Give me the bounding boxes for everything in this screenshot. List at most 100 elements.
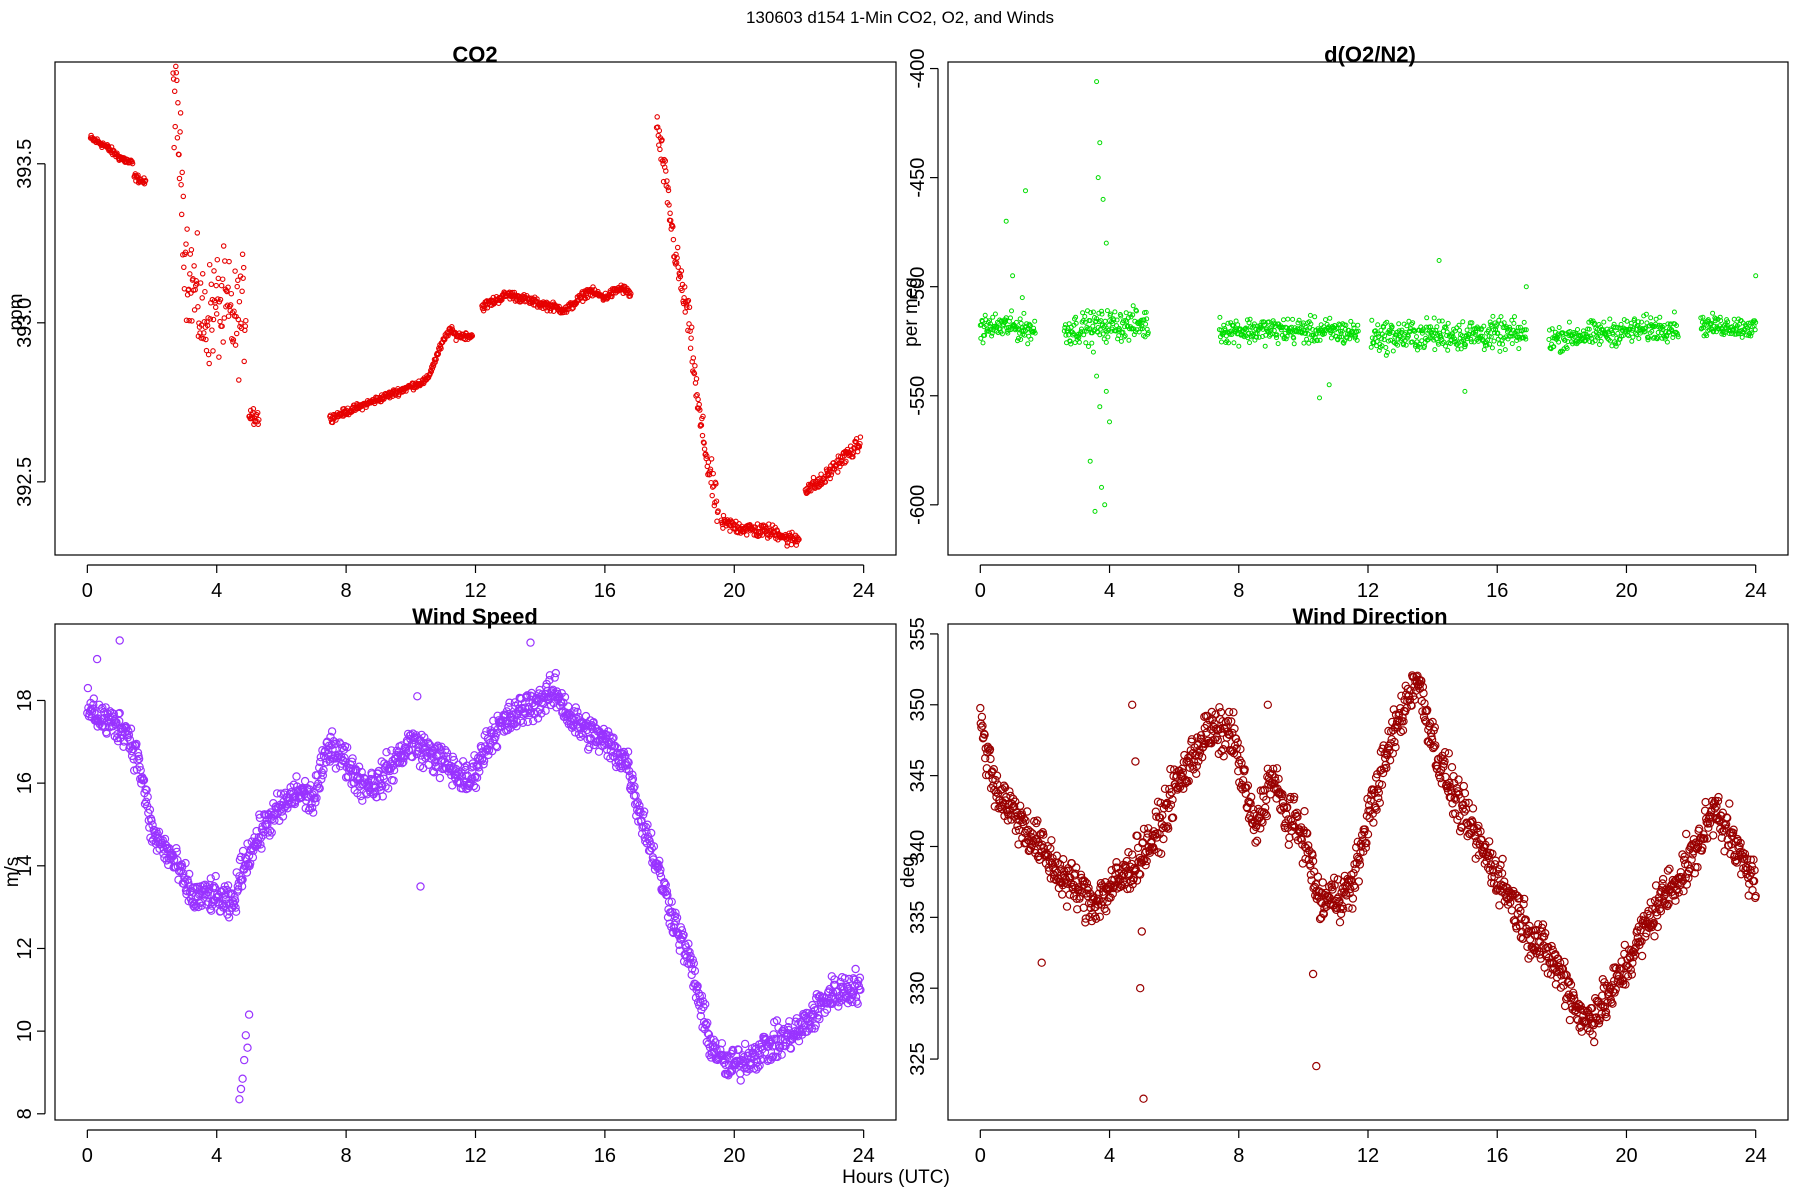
o2n2-data-point (1509, 341, 1515, 347)
o2n2-data-point (1460, 319, 1466, 325)
o2n2-data-point (1005, 330, 1011, 336)
wind-direction-data-point (1231, 734, 1241, 744)
o2n2-data-point (1317, 395, 1322, 401)
wind-direction-data-point (1019, 814, 1029, 824)
o2n2-data-point (1073, 314, 1079, 320)
wind-speed-data-point (662, 887, 672, 896)
o2n2-data-point (1410, 320, 1416, 326)
co2-data-point (713, 498, 720, 504)
wind-speed-data-point (267, 828, 276, 837)
co2-data-point (235, 316, 242, 323)
o2n2-data-point (1094, 79, 1100, 85)
o2n2-data-point (1635, 319, 1641, 325)
o2n2-data-point (1099, 308, 1104, 314)
o2n2-data-point (1725, 319, 1731, 325)
co2-points (87, 63, 864, 549)
wind-direction-x-tick-label: 24 (1745, 1145, 1767, 1167)
wind-speed-data-point (703, 1018, 712, 1028)
o2n2-data-point (1094, 316, 1100, 322)
o2n2-data-point (1605, 335, 1611, 341)
o2n2-data-point (1099, 484, 1104, 490)
wind-direction-data-point (1369, 818, 1378, 827)
co2-data-point (173, 63, 179, 70)
wind-speed-data-point (92, 654, 102, 664)
wind-direction-data-point (1168, 813, 1178, 822)
o2n2-data-point (1118, 338, 1124, 344)
wind-direction-data-point (1347, 870, 1356, 880)
wind-speed-data-point (319, 765, 328, 775)
co2-data-point (201, 330, 207, 336)
co2-data-point (175, 100, 181, 106)
o2n2-data-point (1613, 343, 1619, 349)
wind-direction-data-point (1013, 821, 1022, 831)
o2n2-data-point (1143, 321, 1149, 327)
wind-speed-data-point (97, 705, 106, 714)
wind-speed-data-point (798, 1025, 807, 1034)
co2-data-point (677, 273, 684, 280)
wind-direction-data-point (1560, 957, 1569, 967)
wind-speed-data-point (491, 741, 501, 751)
wind-direction-data-point (1160, 784, 1170, 794)
wind-speed-data-point (257, 844, 266, 853)
wind-speed-data-point (512, 722, 521, 731)
wind-direction-data-point (1474, 821, 1483, 831)
o2n2-data-point (1088, 310, 1094, 316)
wind-direction-data-point (1141, 847, 1151, 856)
wind-speed-data-point (670, 911, 680, 921)
wind-direction-data-point (1459, 781, 1469, 791)
co2-data-point (217, 318, 223, 325)
wind-direction-data-point (1179, 784, 1188, 794)
wind-direction-y-tick-label: 355 (907, 617, 929, 650)
co2-data-point (219, 276, 226, 282)
o2n2-data-point (1511, 320, 1517, 326)
wind-speed-data-point (573, 707, 582, 717)
co2-data-point (217, 296, 224, 303)
co2-data-point (359, 406, 366, 413)
wind-direction-data-point (1005, 787, 1014, 796)
o2n2-data-point (1486, 327, 1492, 333)
o2n2-x-tick-label: 16 (1486, 580, 1508, 602)
wind-direction-data-point (1428, 717, 1437, 727)
co2-data-point (239, 288, 245, 295)
o2n2-data-point (1607, 316, 1613, 322)
wind-speed-data-point (753, 1062, 763, 1072)
wind-direction-data-point (1017, 809, 1027, 818)
wind-speed-data-point (260, 810, 269, 819)
o2n2-data-point (1301, 340, 1307, 346)
o2n2-data-point (1469, 320, 1475, 326)
o2n2-data-point (1306, 340, 1312, 346)
o2n2-data-point (1643, 311, 1649, 317)
wind-speed-data-point (853, 999, 862, 1009)
wind-direction-data-point (1349, 869, 1358, 878)
wind-direction-y-tick-label: 340 (907, 830, 929, 863)
o2n2-data-point (1485, 337, 1490, 343)
o2n2-data-point (1102, 502, 1108, 508)
co2-data-point (194, 230, 201, 236)
wind-direction-panel-ylabel: deg (898, 856, 919, 888)
o2n2-data-point (1455, 346, 1461, 352)
wind-speed-x-tick-label: 12 (464, 1145, 486, 1167)
o2n2-data-point (1745, 320, 1751, 326)
o2n2-data-point (1457, 327, 1462, 333)
wind-direction-data-point (1246, 792, 1256, 802)
co2-data-point (236, 377, 242, 383)
wind-direction-data-point (1521, 915, 1531, 924)
wind-direction-data-point (1382, 763, 1391, 773)
wind-speed-data-point (850, 975, 859, 984)
wind-speed-y-tick-label: 16 (14, 772, 36, 794)
o2n2-data-point (1399, 327, 1405, 333)
co2-data-point (183, 317, 190, 324)
wind-speed-data-point (729, 1046, 738, 1056)
co2-data-point (212, 304, 219, 311)
wind-direction-data-point (1021, 816, 1030, 825)
wind-speed-data-point (268, 811, 277, 820)
wind-speed-data-point (316, 757, 325, 767)
co2-data-point (673, 251, 679, 258)
co2-data-point (743, 532, 750, 538)
o2n2-data-point (1671, 309, 1677, 315)
wind-direction-data-point (1515, 893, 1524, 903)
co2-data-point (186, 317, 192, 324)
wind-direction-data-point (1293, 812, 1302, 822)
wind-speed-data-point (231, 903, 240, 912)
o2n2-data-point (1463, 342, 1468, 348)
